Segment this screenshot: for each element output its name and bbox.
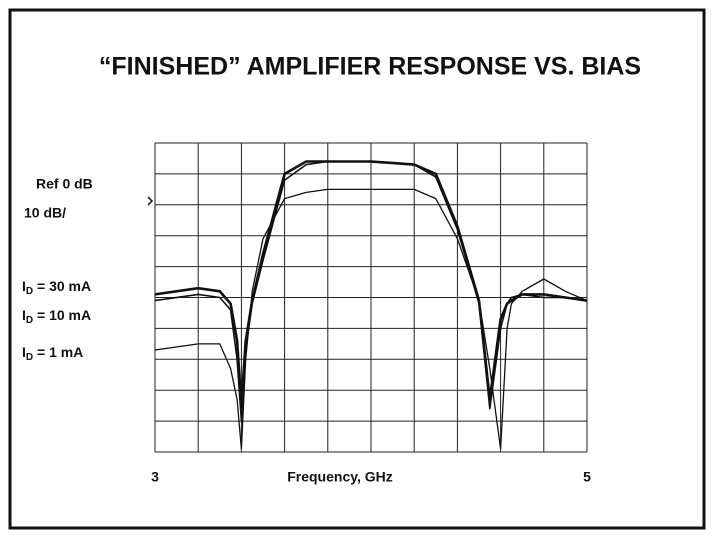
annotation: Ref 0 dB [36,176,93,192]
legend-label: ID = 30 mA [22,278,91,297]
annotation: 10 dB/ [24,205,66,221]
chart-title: “FINISHED” AMPLIFIER RESPONSE VS. BIAS [99,53,641,81]
reference-marker [147,196,154,206]
graticule [154,142,588,453]
x-tick-label: 5 [583,469,591,485]
x-tick-label: 3 [151,469,159,485]
response-curve [154,160,588,422]
legend-label: ID = 1 mA [22,344,83,363]
response-curve [154,188,588,450]
legend-label: ID = 10 mA [22,307,91,326]
x-axis-label: Frequency, GHz [287,469,393,485]
slide-frame [8,8,706,530]
